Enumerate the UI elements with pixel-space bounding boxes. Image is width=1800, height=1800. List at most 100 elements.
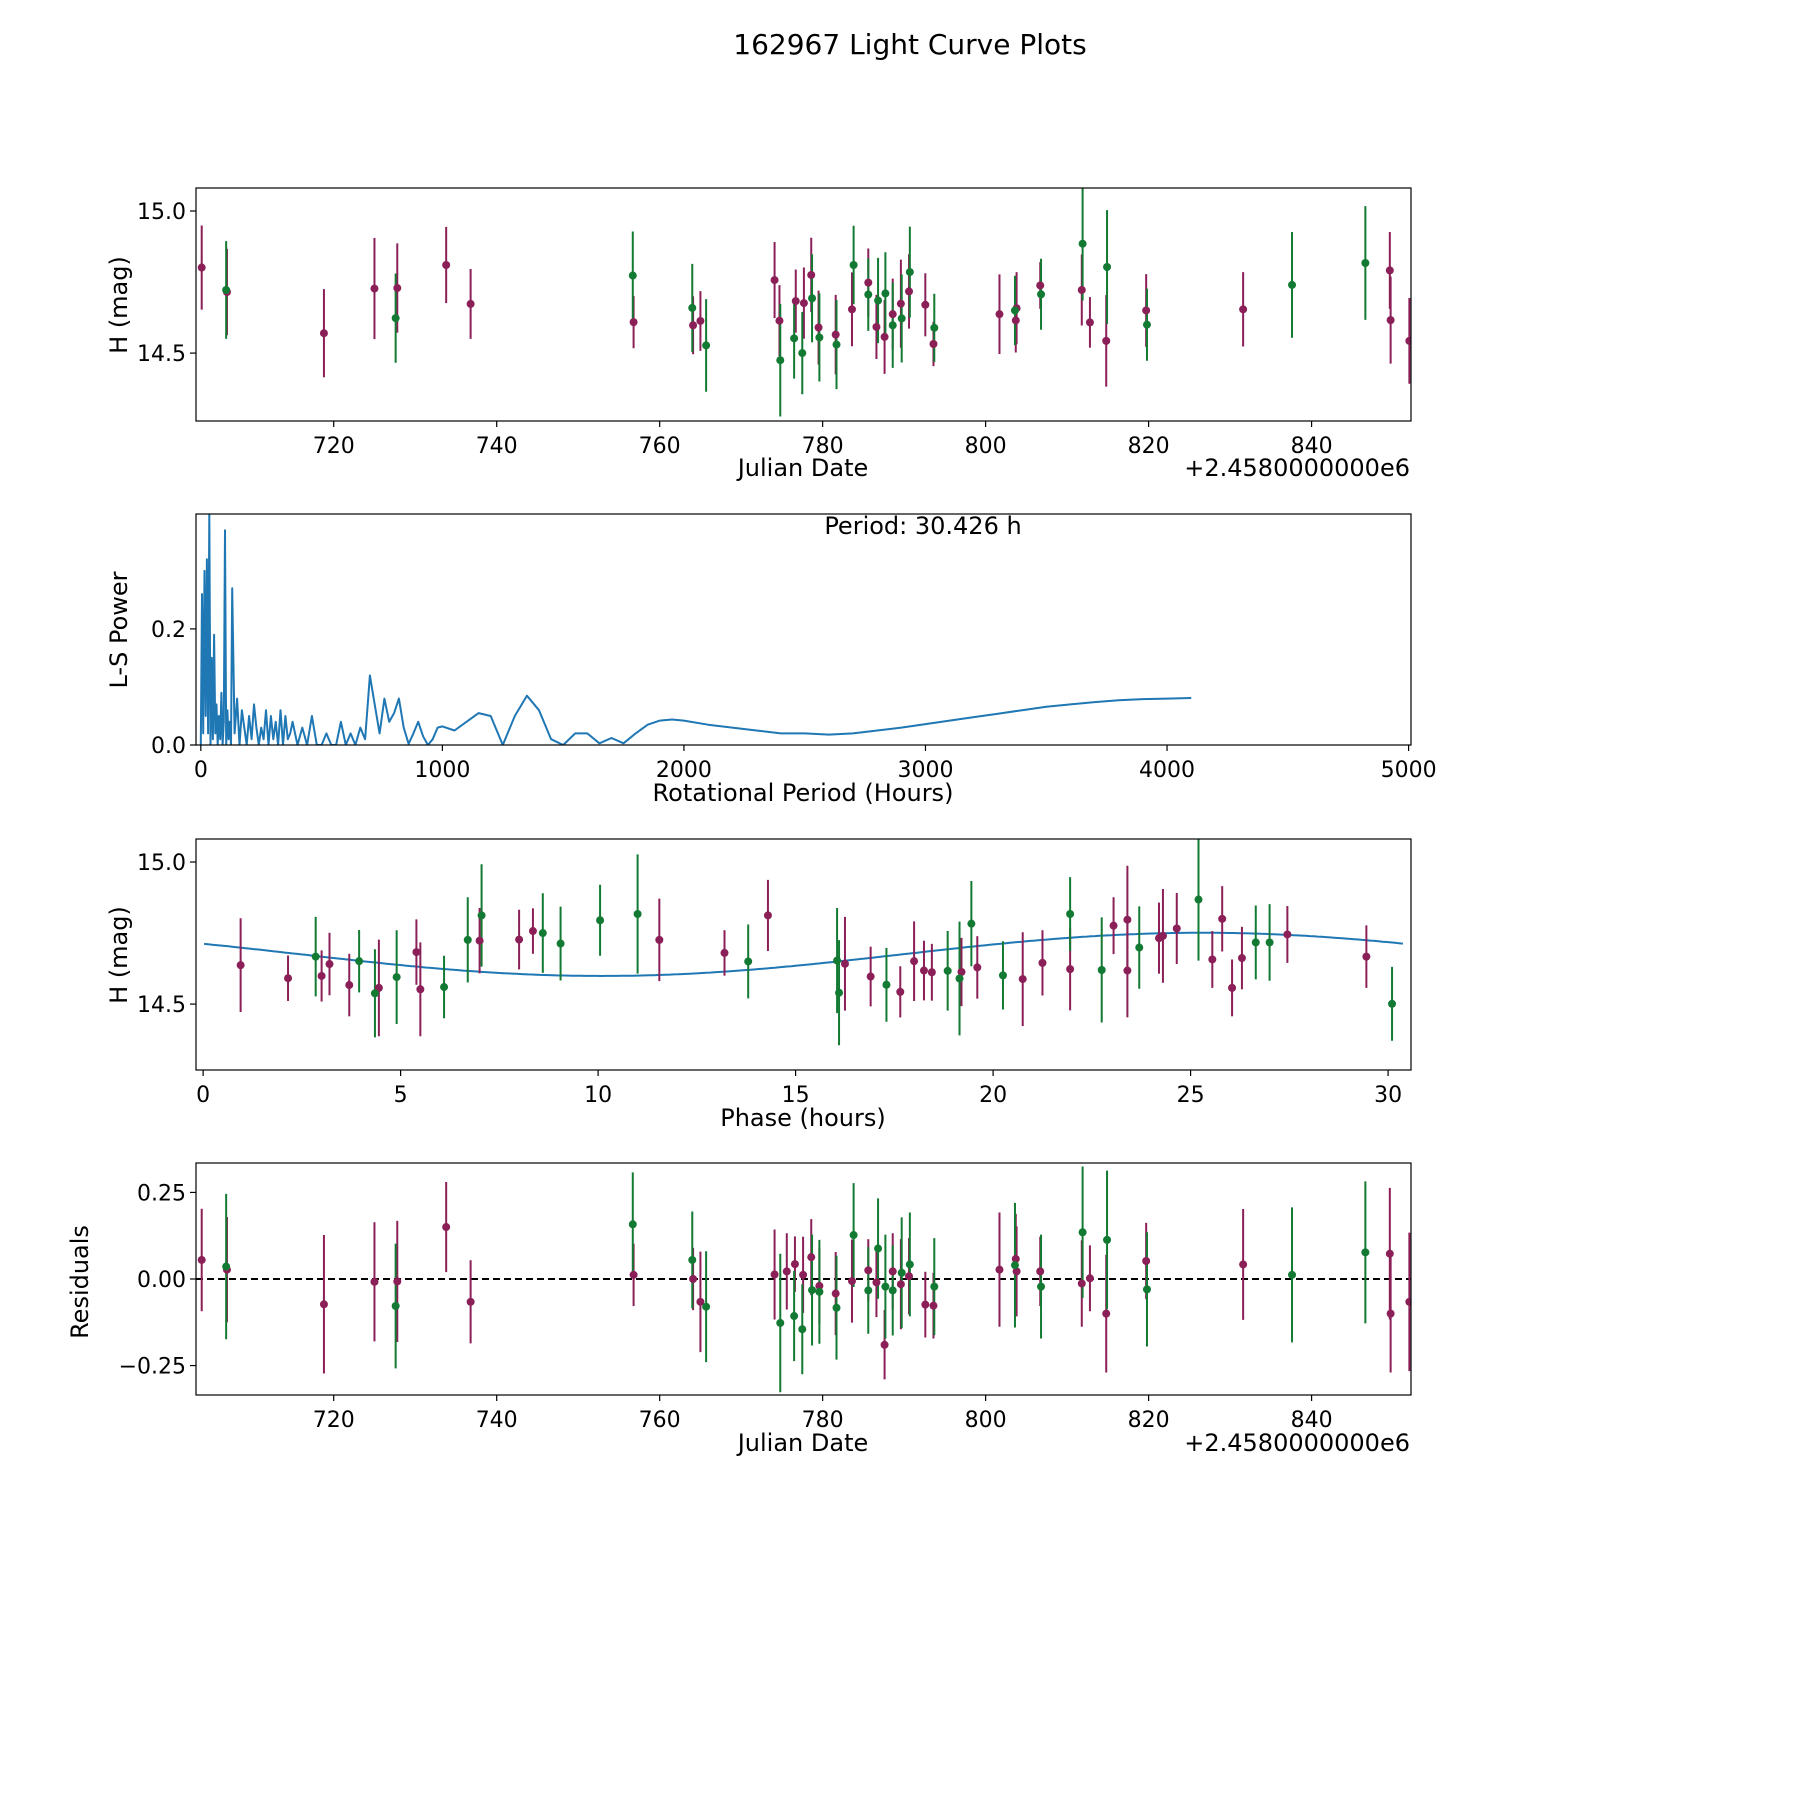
data-point [849, 261, 858, 270]
data-point [319, 329, 328, 338]
data-point [628, 1220, 637, 1229]
y-tick-label: 15.0 [137, 200, 186, 225]
data-point [1288, 280, 1297, 289]
data-point [1078, 1228, 1087, 1237]
data-point [815, 1281, 824, 1290]
data-point [393, 1277, 402, 1286]
data-point [538, 929, 547, 938]
x-tick-label: 2000 [656, 758, 712, 783]
data-point [466, 299, 475, 308]
x-tick-label: 760 [639, 434, 681, 459]
data-point [1109, 921, 1118, 930]
light-curve-panel: 720 740 760 780 800 820 840 14.5 15.0 Julian Dat… [105, 187, 1412, 482]
data-point [1142, 1285, 1151, 1294]
data-point [1103, 1235, 1112, 1244]
data-point [776, 1318, 785, 1327]
data-point [311, 952, 320, 961]
data-point [688, 1255, 697, 1264]
figure-title: 162967 Light Curve Plots [733, 28, 1086, 61]
x-tick-label: 760 [639, 1408, 681, 1433]
data-point [696, 316, 705, 325]
data-point [1265, 938, 1274, 947]
y-tick-label: 15.0 [137, 851, 186, 876]
data-point [197, 263, 206, 272]
x-tick-label: 3000 [897, 758, 953, 783]
data-point [1288, 1270, 1297, 1279]
data-point [776, 356, 785, 365]
x-tick-label: 720 [313, 1408, 355, 1433]
data-point [849, 1231, 858, 1240]
data-point [689, 321, 698, 330]
data-point [1386, 316, 1395, 325]
data-point [1239, 305, 1248, 314]
x-tick-label: 800 [965, 1408, 1007, 1433]
data-point [790, 1312, 799, 1321]
data-point [814, 323, 823, 332]
data-point [835, 988, 844, 997]
data-point [1011, 1254, 1020, 1263]
data-point [866, 972, 875, 981]
data-point [790, 334, 799, 343]
data-point [1078, 239, 1087, 248]
phase-folded-frame [195, 838, 1412, 1071]
x-tick-label: 800 [965, 434, 1007, 459]
data-point [655, 935, 664, 944]
data-point [702, 341, 711, 350]
x-tick-label: 840 [1291, 434, 1333, 459]
data-point [1251, 938, 1260, 947]
x-tick-label: 740 [476, 434, 518, 459]
data-point [888, 1286, 897, 1295]
data-point [1085, 318, 1094, 327]
data-point [807, 270, 816, 279]
data-point [633, 910, 642, 919]
data-point [1066, 910, 1075, 919]
data-point [702, 1302, 711, 1311]
data-point [872, 1278, 881, 1287]
data-point [475, 936, 484, 945]
data-point [897, 1268, 906, 1277]
data-point [392, 973, 401, 982]
data-point [1010, 306, 1019, 315]
data-point [905, 287, 914, 296]
data-point [1283, 930, 1292, 939]
data-point [831, 1289, 840, 1298]
model-fit-curve [204, 931, 1403, 978]
data-point [370, 989, 379, 998]
phase-folded-panel: 0 5 10 15 20 25 30 14.5 15.0 Phase (hours) H (ma… [105, 838, 1412, 1132]
data-point [930, 323, 939, 332]
data-point [880, 332, 889, 341]
data-point [391, 1302, 400, 1311]
data-point [222, 286, 231, 295]
data-point [1208, 955, 1217, 964]
x-tick-label: 740 [476, 1408, 518, 1433]
data-point [1066, 965, 1075, 974]
data-point [847, 305, 856, 314]
x-tick-label: 1000 [414, 758, 470, 783]
y-tick-label: 0.00 [137, 1268, 186, 1293]
data-point [1218, 914, 1227, 923]
phase-folded-ticks: 0 5 10 15 20 25 30 14.5 15.0 [137, 851, 1402, 1108]
data-point [440, 983, 449, 992]
data-point [1135, 943, 1144, 952]
data-point [864, 1286, 873, 1295]
light-curve-ticks: 720 740 760 780 800 820 840 14.5 15.0 [137, 200, 1333, 459]
data-point [888, 310, 897, 319]
residuals-ylabel: Residuals [66, 1225, 94, 1339]
data-point [1361, 259, 1370, 268]
data-point [782, 1267, 791, 1276]
y-tick-label: 0.2 [151, 618, 186, 643]
x-tick-label: 820 [1128, 434, 1170, 459]
y-tick-label: −0.25 [119, 1355, 186, 1380]
data-point [896, 987, 905, 996]
data-point [1010, 1261, 1019, 1270]
data-point [1142, 1256, 1151, 1265]
data-point [442, 261, 451, 270]
residuals-marks [196, 1166, 1411, 1393]
data-point [905, 1272, 914, 1281]
data-point [222, 1262, 231, 1271]
data-point [921, 1300, 930, 1309]
data-point [927, 968, 936, 977]
data-point [847, 1277, 856, 1286]
data-point [1385, 266, 1394, 275]
